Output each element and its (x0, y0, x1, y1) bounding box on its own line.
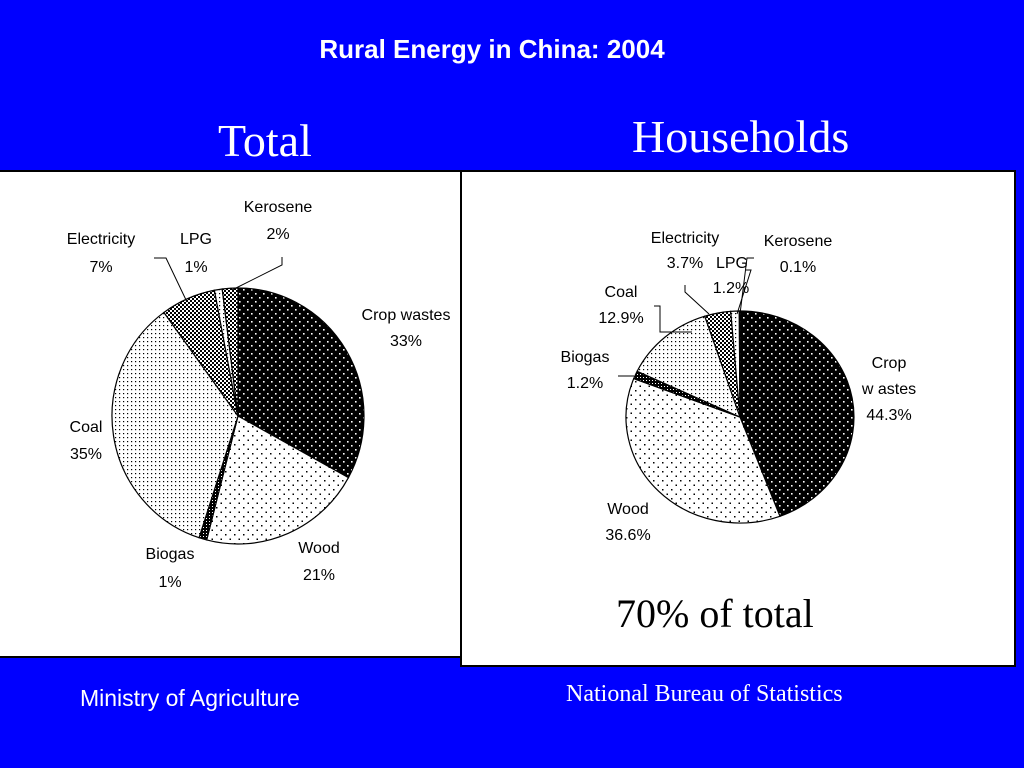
label-value-lpg: 1% (184, 259, 207, 276)
total-source: Ministry of Agriculture (80, 685, 300, 711)
leader-line-electricity (154, 257, 188, 303)
label-name-crop-w-astes-2: w astes (861, 381, 916, 398)
leader-line-coal (654, 305, 692, 333)
label-name-coal: Coal (70, 419, 103, 436)
label-value-kerosene: 2% (266, 226, 289, 243)
total-pie-chart: Crop wastes 33% Wood 21% Biogas 1% Coal 35% Elec… (67, 199, 451, 591)
label-name-kerosene: Kerosene (764, 233, 833, 250)
pie-slice-crop-wastes (237, 287, 365, 479)
label-name-kerosene: Kerosene (244, 199, 313, 216)
label-name-electricity: Electricity (67, 231, 135, 248)
label-value-coal: 35% (70, 446, 102, 463)
leader-line-electricity (684, 285, 710, 315)
households-source: National Bureau of Statistics (566, 681, 843, 707)
label-value-crop-wastes: 33% (390, 333, 422, 350)
label-name-electricity: Electricity (651, 230, 719, 247)
pie-slice-kerosene (738, 310, 741, 418)
households-chart-panel: Crop w astes 44.3% Wood 36.6% Biogas 1.2% Coal 1… (460, 170, 1016, 667)
label-value-lpg: 1.2% (713, 280, 749, 297)
label-value-biogas: 1.2% (567, 375, 603, 392)
households-heading: Households (632, 111, 850, 162)
households-share-note: 70% of total (616, 591, 814, 636)
label-value-wood: 36.6% (605, 527, 650, 544)
label-name-lpg: LPG (180, 231, 212, 248)
label-name-lpg: LPG (716, 255, 748, 272)
label-value-wood: 21% (303, 567, 335, 584)
pie-slice-wood (205, 415, 350, 545)
label-value-biogas: 1% (158, 574, 181, 591)
label-name-crop-w-astes: Crop (872, 355, 907, 372)
leader-line-kerosene (231, 257, 283, 291)
households-pie-chart: Crop w astes 44.3% Wood 36.6% Biogas 1.2% Coal 1… (561, 230, 917, 544)
total-heading: Total (218, 115, 312, 166)
pie-slice-crop-w-astes (739, 310, 855, 518)
label-name-biogas: Biogas (146, 546, 195, 563)
pie-slice-wood (625, 377, 781, 524)
leader-line-kerosene (739, 257, 754, 315)
pie-slice-kerosene (221, 287, 239, 417)
label-name-biogas: Biogas (561, 349, 610, 366)
label-name-wood: Wood (298, 540, 340, 557)
label-value-coal: 12.9% (598, 310, 643, 327)
total-chart-panel: Crop wastes 33% Wood 21% Biogas 1% Coal 35% Elec… (0, 170, 466, 658)
label-value-crop-w-astes: 44.3% (866, 407, 911, 424)
label-name-wood: Wood (607, 501, 649, 518)
slide-title: Rural Energy in China: 2004 (319, 34, 665, 64)
label-value-kerosene: 0.1% (780, 259, 816, 276)
label-value-electricity: 7% (89, 259, 112, 276)
label-name-coal: Coal (605, 284, 638, 301)
pie-slice-coal (636, 315, 742, 419)
pie-slice-coal (111, 311, 239, 539)
label-name-crop-wastes: Crop wastes (362, 307, 451, 324)
label-value-electricity: 3.7% (667, 255, 703, 272)
